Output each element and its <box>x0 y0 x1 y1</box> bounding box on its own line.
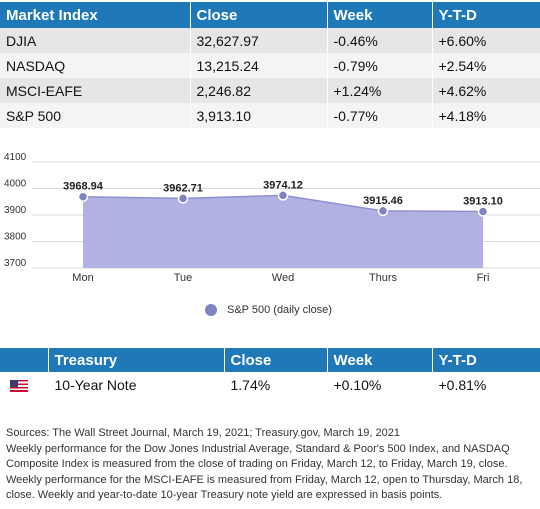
header-ytd: Y-T-D <box>432 348 540 372</box>
index-close: 3,913.10 <box>190 103 328 128</box>
y-tick-label: 3800 <box>4 232 27 243</box>
x-tick-label: Mon <box>72 272 93 284</box>
x-tick-label: Fri <box>477 272 490 284</box>
index-ytd: +4.62% <box>432 78 540 103</box>
header-week: Week <box>327 348 433 372</box>
chart-area-layer <box>82 194 484 268</box>
index-ytd: +4.18% <box>432 103 540 128</box>
index-name: S&P 500 <box>0 103 191 128</box>
treasury-close: 1.74% <box>224 372 328 398</box>
table-row: MSCI-EAFE 2,246.82 +1.24% +4.62% <box>0 78 540 103</box>
data-label: 3913.10 <box>463 196 503 208</box>
index-week: +1.24% <box>327 78 433 103</box>
market-table-header-row: Market Index Close Week Y-T-D <box>0 2 540 28</box>
legend-label: S&P 500 (daily close) <box>227 304 332 316</box>
y-tick-label: 3700 <box>4 258 27 269</box>
y-tick-label: 3900 <box>4 205 27 216</box>
index-ytd: +6.60% <box>432 28 540 53</box>
us-flag-icon <box>10 380 28 393</box>
data-point <box>277 190 289 201</box>
y-tick-label: 4100 <box>4 152 27 163</box>
sources-note: Sources: The Wall Street Journal, March … <box>6 426 536 504</box>
header-week: Week <box>327 2 433 28</box>
index-close: 32,627.97 <box>190 28 328 53</box>
data-point <box>377 205 389 217</box>
index-week: -0.77% <box>327 103 433 128</box>
chart-legend: S&P 500 (daily close) <box>205 304 332 316</box>
treasury-table-header-row: Treasury Close Week Y-T-D <box>0 348 540 372</box>
index-name: NASDAQ <box>0 53 191 78</box>
index-week: -0.79% <box>327 53 433 78</box>
treasury-table: Treasury Close Week Y-T-D 10-Year Note 1… <box>0 348 540 398</box>
x-axis-ticks: Mon Tue Wed Thurs Fri <box>72 272 489 284</box>
header-treasury: Treasury <box>48 348 225 372</box>
x-tick-label: Tue <box>174 272 193 284</box>
treasury-ytd: +0.81% <box>432 372 540 398</box>
index-close: 2,246.82 <box>190 78 328 103</box>
chart-data-labels: 3968.94 3962.71 3974.12 3915.46 3913.10 <box>63 179 503 207</box>
sources-line: Sources: The Wall Street Journal, March … <box>6 427 400 439</box>
table-row: 10-Year Note 1.74% +0.10% +0.81% <box>0 372 540 398</box>
index-name: DJIA <box>0 28 191 53</box>
table-row: DJIA 32,627.97 -0.46% +6.60% <box>0 28 540 53</box>
data-point <box>177 193 189 204</box>
table-row: S&P 500 3,913.10 -0.77% +4.18% <box>0 103 540 128</box>
series-area <box>83 195 483 268</box>
x-tick-label: Thurs <box>369 272 398 284</box>
sp500-area-chart: 4100 4000 3900 3800 3700 3968.94 3962.71 3974.… <box>4 152 540 284</box>
data-label: 3968.94 <box>63 181 104 193</box>
data-label: 3962.71 <box>163 182 203 194</box>
y-tick-label: 4000 <box>4 179 27 190</box>
index-week: -0.46% <box>327 28 433 53</box>
y-axis-ticks: 4100 4000 3900 3800 3700 <box>4 152 27 269</box>
header-blank <box>0 348 49 372</box>
data-point <box>77 191 89 202</box>
index-ytd: +2.54% <box>432 53 540 78</box>
treasury-week: +0.10% <box>327 372 433 398</box>
table-row: NASDAQ 13,215.24 -0.79% +2.54% <box>0 53 540 78</box>
methodology-note: Weekly performance for the Dow Jones Ind… <box>6 442 523 502</box>
index-close: 13,215.24 <box>190 53 328 78</box>
data-label: 3974.12 <box>263 179 303 191</box>
chart-markers <box>77 190 489 217</box>
flag-cell <box>0 372 49 398</box>
market-index-table: Market Index Close Week Y-T-D DJIA 32,62… <box>0 2 540 128</box>
legend-marker-icon <box>205 304 217 316</box>
header-market-index: Market Index <box>0 2 191 28</box>
header-ytd: Y-T-D <box>432 2 540 28</box>
header-close: Close <box>224 348 328 372</box>
data-point <box>477 206 489 217</box>
index-name: MSCI-EAFE <box>0 78 191 103</box>
header-close: Close <box>190 2 328 28</box>
data-label: 3915.46 <box>363 195 403 207</box>
treasury-name: 10-Year Note <box>48 372 225 398</box>
x-tick-label: Wed <box>272 272 294 284</box>
